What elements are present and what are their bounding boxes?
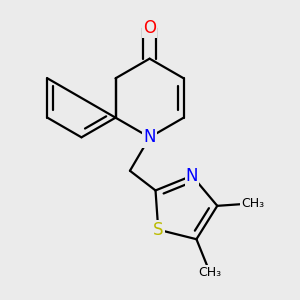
Text: CH₃: CH₃ bbox=[241, 197, 264, 210]
Text: N: N bbox=[143, 128, 156, 146]
Text: CH₃: CH₃ bbox=[198, 266, 221, 278]
Text: S: S bbox=[153, 221, 164, 239]
Text: N: N bbox=[186, 167, 198, 185]
Text: O: O bbox=[143, 19, 156, 37]
